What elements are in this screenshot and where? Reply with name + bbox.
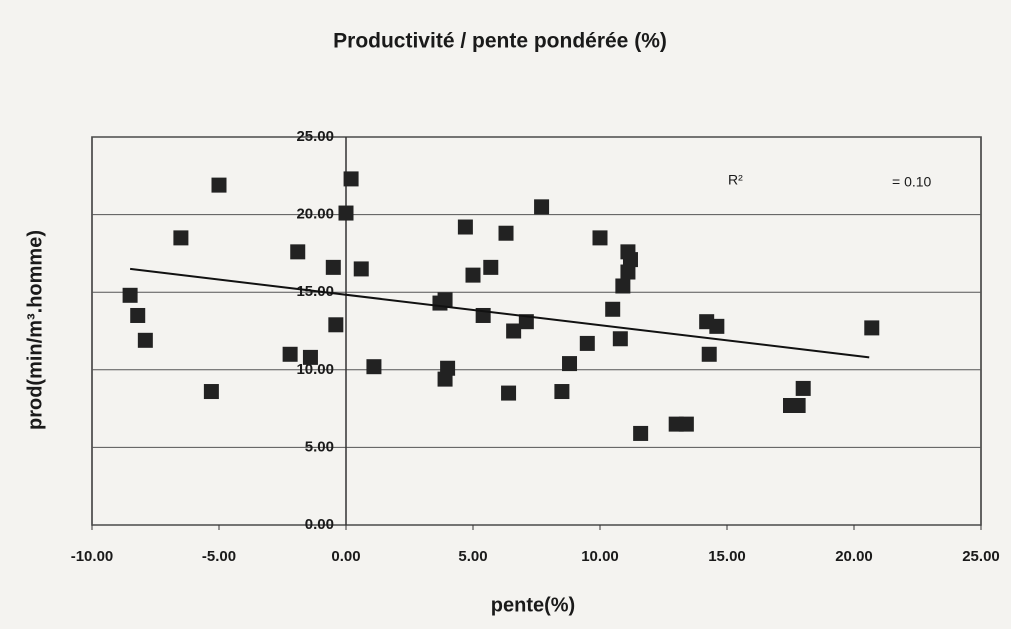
y-axis-label: prod(min/m³.homme) [24,230,46,430]
point [130,307,146,323]
y-tick-label: 20.00 [296,206,334,223]
x-tick-label: 25.00 [962,548,1000,565]
point [612,331,628,347]
plot-frame [91,136,982,526]
y-tick-label: 0.00 [305,516,334,533]
point [701,346,717,362]
point [633,425,649,441]
point [554,384,570,400]
point [211,177,227,193]
point [302,349,318,365]
point [203,384,219,400]
point [137,332,153,348]
point [483,259,499,275]
x-tick-label: 10.00 [581,548,619,565]
point [620,264,636,280]
x-tick-label: -10.00 [71,548,114,565]
point [709,318,725,334]
x-tick-label: 20.00 [835,548,873,565]
point [562,356,578,372]
point [338,205,354,221]
point [343,171,359,187]
point [534,199,550,215]
x-tick-label: 15.00 [708,548,746,565]
point [579,335,595,351]
x-tick-label: 5.00 [458,548,487,565]
point [622,252,638,268]
point [282,346,298,362]
x-axis-label: pente(%) [491,594,575,616]
annotation: = 0.10 [892,174,932,190]
point [465,267,481,283]
point [325,259,341,275]
point [457,219,473,235]
point [592,230,608,246]
point [501,385,517,401]
point [173,230,189,246]
point [790,397,806,413]
point [498,225,514,241]
point [122,287,138,303]
point [328,317,344,333]
point [440,360,456,376]
point [678,416,694,432]
chart-title: Productivité / pente pondérée (%) [333,30,667,53]
point [518,314,534,330]
point [290,244,306,260]
point [605,301,621,317]
y-tick-label: 25.00 [296,128,334,145]
annotation: R² [728,172,743,188]
point [864,320,880,336]
point [437,292,453,308]
point [506,323,522,339]
y-tick-label: 10.00 [296,361,334,378]
y-tick-label: 5.00 [305,438,334,455]
x-tick-label: 0.00 [331,548,360,565]
point [353,261,369,277]
x-tick-label: -5.00 [202,548,236,565]
point [615,278,631,294]
trend-line [129,267,870,359]
point [795,380,811,396]
point [366,359,382,375]
